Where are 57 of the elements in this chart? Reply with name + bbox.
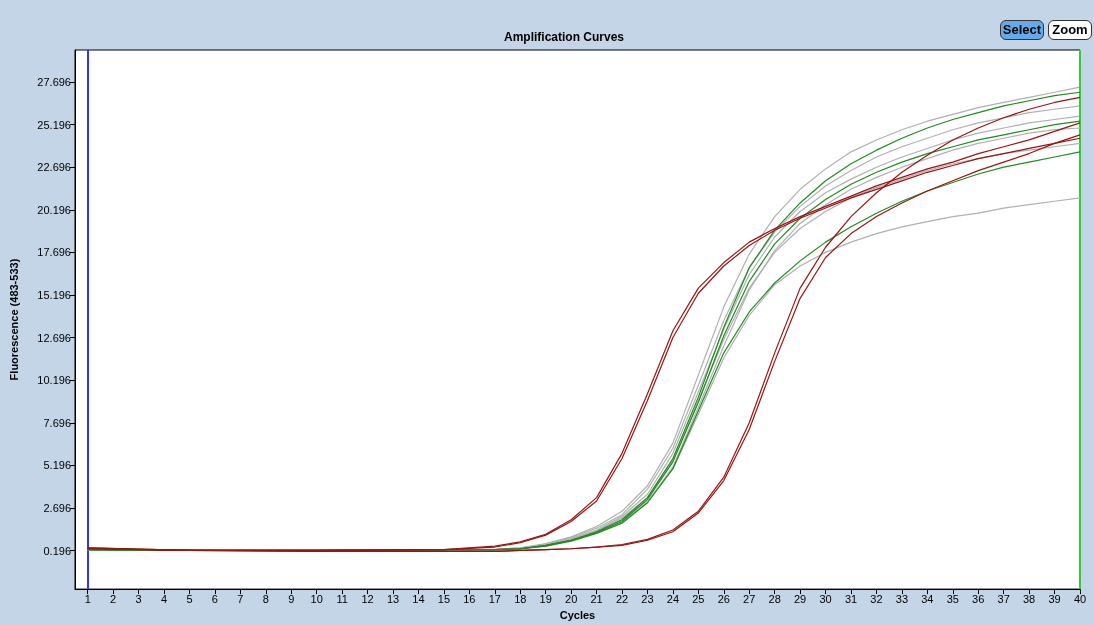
x-tick-label: 28 (768, 592, 781, 605)
x-tick-label: 32 (870, 592, 883, 605)
x-tick-label: 4 (160, 592, 168, 605)
x-tick-label: 20 (565, 592, 578, 605)
x-tick-label: 31 (844, 592, 858, 605)
x-tick-label: 15 (437, 592, 451, 605)
y-tick-label: 15.196 (37, 289, 71, 302)
x-tick-label: 17 (488, 592, 501, 605)
x-tick-label: 8 (262, 592, 269, 605)
x-tick-label: 34 (921, 592, 934, 605)
x-tick-label: 9 (288, 592, 295, 605)
x-tick-label: 13 (386, 592, 400, 605)
y-tick-label: 10.196 (37, 374, 71, 387)
x-tick-label: 5 (186, 592, 193, 605)
x-tick-label: 38 (1022, 592, 1036, 605)
x-tick-label: 3 (135, 592, 142, 605)
x-tick-label: 36 (972, 592, 985, 605)
x-tick-label: 29 (794, 592, 807, 605)
x-tick-label: 26 (717, 592, 730, 605)
y-axis-title: Fluorescence (483-533) (7, 258, 20, 381)
chart-title: Amplification Curves (503, 30, 625, 44)
x-tick-label: 12 (361, 592, 374, 605)
x-tick-label: 6 (211, 592, 218, 605)
x-tick-label: 37 (997, 592, 1010, 605)
x-tick-label: 30 (819, 592, 832, 605)
x-tick-label: 18 (514, 592, 527, 605)
y-tick-label: 20.196 (37, 203, 71, 216)
x-tick-label: 19 (539, 592, 552, 605)
x-tick-label: 11 (336, 592, 348, 605)
x-axis-title: Cycles (559, 608, 596, 621)
y-tick-label: 22.696 (37, 161, 71, 174)
y-tick-label: 27.696 (37, 76, 71, 89)
y-tick-label: 17.696 (37, 246, 71, 259)
y-tick-label: 2.696 (43, 501, 71, 514)
x-tick-label: 23 (641, 592, 654, 605)
x-tick-label: 14 (412, 592, 425, 605)
x-tick-label: 24 (666, 592, 680, 605)
x-tick-label: 7 (237, 592, 244, 605)
y-tick-label: 12.696 (37, 331, 71, 344)
x-tick-label: 33 (895, 592, 909, 605)
x-tick-label: 22 (615, 592, 629, 605)
x-tick-label: 10 (310, 592, 323, 605)
x-tick-label: 16 (463, 592, 476, 605)
toolbar-button: Select (1000, 20, 1044, 40)
x-tick-label: 35 (946, 592, 959, 605)
x-tick-label: 39 (1048, 592, 1061, 605)
x-tick-label: 27 (743, 592, 756, 605)
y-tick-label: 0.196 (43, 544, 71, 557)
x-tick-label: 40 (1073, 592, 1087, 605)
x-tick-label: 25 (692, 592, 705, 605)
x-tick-label: 1 (84, 592, 91, 605)
y-tick-label: 25.196 (37, 118, 71, 131)
y-tick-label: 5.196 (43, 459, 71, 472)
x-tick-label: 2 (110, 592, 117, 605)
toolbar-button: Zoom (1048, 20, 1092, 40)
y-tick-label: 7.696 (43, 416, 71, 429)
x-tick-label: 21 (590, 592, 603, 605)
